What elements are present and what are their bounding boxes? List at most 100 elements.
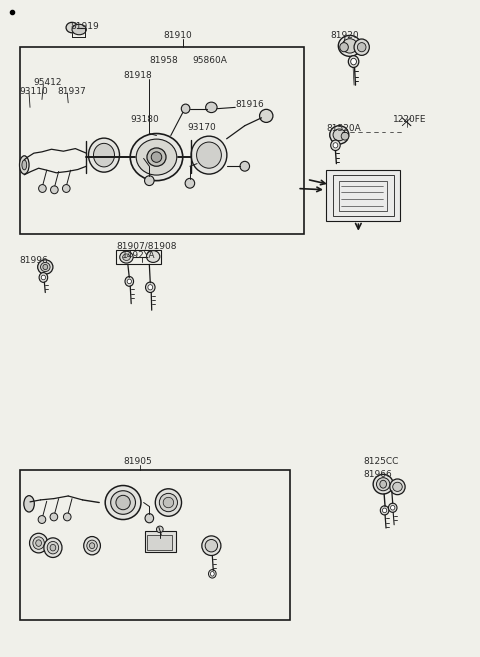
- Ellipse shape: [30, 533, 48, 553]
- Text: 1220FE: 1220FE: [393, 115, 426, 124]
- Ellipse shape: [390, 479, 405, 495]
- Ellipse shape: [197, 142, 221, 168]
- Text: 95860A: 95860A: [192, 56, 227, 65]
- Ellipse shape: [156, 526, 163, 533]
- Bar: [147, 535, 172, 551]
- Ellipse shape: [36, 540, 41, 547]
- Text: 81919: 81919: [71, 22, 99, 31]
- Bar: [21, 470, 290, 620]
- Bar: [326, 170, 400, 221]
- Ellipse shape: [148, 284, 153, 290]
- Ellipse shape: [341, 132, 349, 140]
- Ellipse shape: [380, 480, 386, 488]
- Text: 81905: 81905: [123, 457, 152, 466]
- Ellipse shape: [159, 493, 178, 512]
- Ellipse shape: [127, 279, 132, 284]
- Ellipse shape: [205, 539, 217, 552]
- Ellipse shape: [210, 572, 214, 576]
- Ellipse shape: [388, 503, 397, 512]
- Ellipse shape: [391, 505, 395, 510]
- Ellipse shape: [88, 138, 120, 172]
- Ellipse shape: [331, 140, 340, 150]
- Ellipse shape: [105, 486, 141, 520]
- Ellipse shape: [351, 58, 357, 65]
- Ellipse shape: [20, 156, 29, 174]
- Ellipse shape: [338, 35, 361, 57]
- Text: 81966: 81966: [363, 470, 392, 479]
- Ellipse shape: [130, 133, 183, 181]
- Text: 81520A: 81520A: [326, 124, 360, 133]
- Ellipse shape: [125, 277, 133, 286]
- Ellipse shape: [136, 139, 177, 175]
- Text: 1492YA: 1492YA: [122, 251, 156, 260]
- Text: 81907/81908: 81907/81908: [116, 242, 177, 250]
- Text: 8125CC: 8125CC: [363, 457, 398, 466]
- Ellipse shape: [120, 251, 133, 263]
- Ellipse shape: [43, 264, 48, 269]
- Ellipse shape: [47, 541, 59, 554]
- Ellipse shape: [24, 495, 34, 512]
- Ellipse shape: [145, 282, 155, 292]
- Ellipse shape: [50, 545, 56, 551]
- Bar: [333, 175, 394, 216]
- Ellipse shape: [342, 39, 358, 53]
- Ellipse shape: [38, 516, 46, 524]
- Ellipse shape: [358, 43, 366, 52]
- Text: 81920: 81920: [331, 31, 360, 40]
- Ellipse shape: [208, 570, 216, 578]
- Ellipse shape: [205, 102, 217, 112]
- Ellipse shape: [202, 536, 221, 556]
- Text: 93170: 93170: [188, 123, 216, 132]
- Ellipse shape: [333, 143, 338, 148]
- Ellipse shape: [37, 260, 53, 274]
- Ellipse shape: [260, 109, 273, 122]
- Ellipse shape: [333, 129, 346, 141]
- Ellipse shape: [163, 497, 174, 508]
- Text: 95412: 95412: [34, 78, 62, 87]
- Ellipse shape: [240, 162, 250, 171]
- Bar: [116, 250, 161, 264]
- Ellipse shape: [62, 185, 70, 193]
- Ellipse shape: [84, 537, 100, 555]
- Text: 81918: 81918: [123, 71, 152, 79]
- Ellipse shape: [63, 513, 71, 521]
- Bar: [144, 532, 176, 553]
- Bar: [21, 47, 304, 234]
- Text: 81937: 81937: [58, 87, 86, 96]
- Ellipse shape: [39, 273, 48, 283]
- Ellipse shape: [144, 175, 154, 185]
- Ellipse shape: [376, 478, 390, 491]
- Ellipse shape: [66, 22, 78, 33]
- Ellipse shape: [111, 491, 135, 514]
- Text: 93110: 93110: [20, 87, 48, 96]
- Ellipse shape: [348, 56, 359, 68]
- Ellipse shape: [191, 136, 227, 174]
- Ellipse shape: [116, 495, 130, 510]
- Ellipse shape: [380, 506, 389, 515]
- Ellipse shape: [50, 186, 58, 194]
- Ellipse shape: [185, 178, 195, 188]
- Ellipse shape: [146, 251, 160, 262]
- Ellipse shape: [40, 262, 50, 271]
- Ellipse shape: [354, 39, 369, 55]
- Ellipse shape: [373, 474, 393, 494]
- Ellipse shape: [330, 125, 349, 144]
- Ellipse shape: [22, 160, 27, 170]
- Ellipse shape: [50, 513, 58, 521]
- Ellipse shape: [393, 482, 402, 491]
- Ellipse shape: [181, 104, 190, 113]
- Ellipse shape: [151, 152, 162, 162]
- Ellipse shape: [145, 514, 154, 523]
- Ellipse shape: [158, 533, 165, 541]
- Ellipse shape: [38, 185, 46, 193]
- Bar: [339, 181, 387, 211]
- Ellipse shape: [340, 43, 348, 52]
- Ellipse shape: [94, 143, 115, 167]
- Ellipse shape: [44, 538, 62, 558]
- Ellipse shape: [147, 148, 166, 166]
- Text: 81996: 81996: [20, 256, 48, 265]
- Text: 81916: 81916: [235, 100, 264, 108]
- Text: 93180: 93180: [130, 115, 159, 124]
- Ellipse shape: [89, 543, 95, 549]
- Ellipse shape: [122, 254, 130, 260]
